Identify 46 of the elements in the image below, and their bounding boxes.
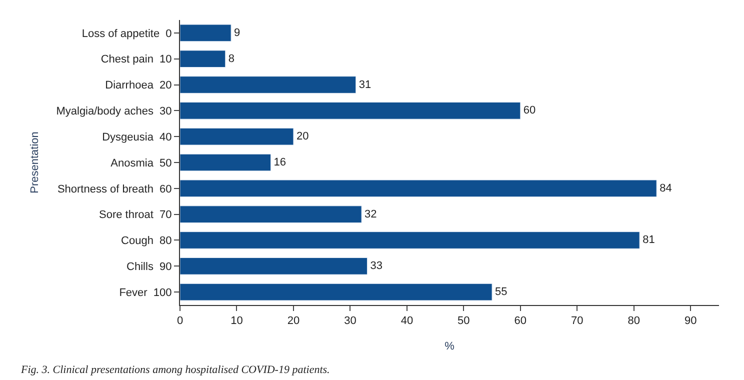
y-tick-label: Anosmia 50 — [110, 157, 172, 170]
data-label: 33 — [370, 260, 382, 272]
data-label: 81 — [642, 234, 655, 246]
y-tick-label: Chest pain 10 — [100, 54, 172, 66]
y-tick-label: Cough 80 — [121, 235, 172, 248]
data-label: 32 — [364, 208, 377, 220]
y-tick-label: Fever 100 — [119, 286, 172, 299]
x-axis-title: % — [444, 340, 455, 352]
y-tick-label: Loss of appetite 0 — [82, 28, 172, 40]
y-tick-label: Myalgia/body aches 30 — [56, 106, 172, 118]
y-axis-title: Presentation — [28, 132, 41, 194]
y-tick-label: Sore throat 70 — [99, 209, 172, 222]
x-tick-label: 60 — [514, 315, 527, 328]
x-tick-label: 90 — [684, 315, 697, 328]
bar — [180, 180, 657, 198]
x-tick-label: 0 — [176, 315, 184, 328]
bar — [180, 283, 492, 301]
data-label: 55 — [495, 286, 508, 298]
x-tick-label: 10 — [230, 315, 243, 328]
data-label: 9 — [234, 26, 240, 39]
bar — [180, 24, 232, 42]
bar — [180, 232, 640, 249]
bar — [180, 206, 362, 223]
x-tick-label: 50 — [458, 315, 470, 328]
y-tick-label: Diarrhoea 20 — [105, 80, 172, 92]
x-tick-label: 80 — [628, 315, 640, 328]
data-label: 8 — [228, 52, 235, 65]
data-label: 84 — [660, 182, 672, 194]
y-tick-label: Shortness of breath 60 — [57, 183, 172, 196]
x-tick-label: 40 — [400, 315, 414, 328]
x-tick-label: 20 — [287, 315, 300, 328]
data-label: 60 — [523, 104, 536, 117]
bar — [180, 50, 226, 68]
y-tick-label: Chills 90 — [126, 260, 172, 273]
caption: Fig. 3. Clinical presentations among hospitalised COVID-19 patients. — [20, 364, 330, 376]
data-label: 31 — [358, 78, 372, 91]
bar — [180, 102, 521, 120]
data-label: 16 — [274, 156, 286, 168]
bar — [180, 128, 294, 146]
data-label: 20 — [296, 130, 309, 143]
x-tick-label: 30 — [344, 315, 356, 328]
bar — [180, 257, 368, 275]
bar — [180, 154, 272, 172]
x-tick-label: 70 — [571, 315, 584, 328]
y-tick-label: Dysgeusia 40 — [102, 131, 172, 144]
bar — [180, 76, 356, 94]
